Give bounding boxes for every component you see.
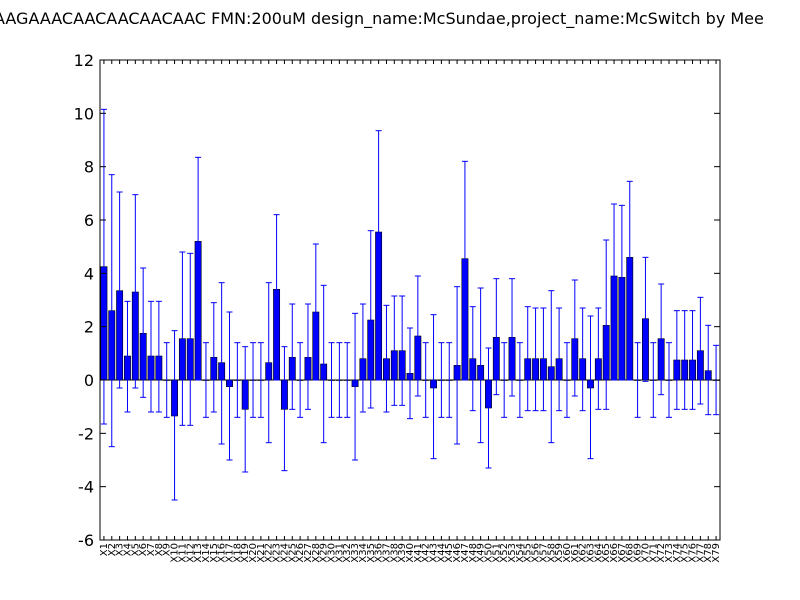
y-tick-label: 6 xyxy=(84,211,94,230)
x-tick-label: X51 xyxy=(491,543,502,563)
x-tick-label: X34 xyxy=(358,543,369,563)
x-tick-label: X33 xyxy=(350,543,361,563)
x-tick-label: X2 xyxy=(107,543,118,556)
x-tick-label: X22 xyxy=(264,543,275,563)
y-tick-label: 8 xyxy=(84,158,94,177)
x-tick-label: X8 xyxy=(154,543,165,556)
x-tick-label: X44 xyxy=(436,543,447,563)
x-tick-label: X67 xyxy=(617,543,628,563)
x-tick-label: X55 xyxy=(523,543,534,563)
y-axis: -6 -4 -2 0 2 4 6 8 10 12 xyxy=(74,51,720,550)
x-axis: X1X2X3X4X5X6X7X8X9X10X11X12X13X14X15X16X… xyxy=(99,60,722,563)
x-tick-label: X52 xyxy=(499,543,510,563)
x-tick-label: X73 xyxy=(664,543,675,563)
x-tick-label: X17 xyxy=(224,543,235,563)
x-tick-label: X31 xyxy=(334,543,345,563)
x-tick-label: X16 xyxy=(217,543,228,563)
x-tick-label: X5 xyxy=(130,543,141,556)
x-tick-label: X56 xyxy=(531,543,542,563)
y-tick-label: 10 xyxy=(74,104,94,123)
x-tick-label: X78 xyxy=(703,543,714,563)
x-tick-label: X29 xyxy=(319,543,330,563)
x-tick-label: X57 xyxy=(538,543,549,563)
x-tick-label: X39 xyxy=(397,543,408,563)
x-tick-label: X7 xyxy=(146,543,157,556)
y-tick-label: 0 xyxy=(84,371,94,390)
x-tick-label: X38 xyxy=(389,543,400,563)
x-tick-label: X32 xyxy=(342,543,353,563)
x-tick-label: X65 xyxy=(601,543,612,563)
x-tick-label: X40 xyxy=(405,543,416,563)
x-tick-label: X45 xyxy=(444,543,455,563)
x-tick-label: X27 xyxy=(303,543,314,563)
x-tick-label: X77 xyxy=(695,543,706,563)
y-tick-label: 2 xyxy=(84,318,94,337)
x-tick-label: X42 xyxy=(421,543,432,563)
x-tick-label: X41 xyxy=(413,543,424,563)
x-tick-label: X47 xyxy=(460,543,471,563)
x-tick-label: X43 xyxy=(429,543,440,563)
x-tick-label: X66 xyxy=(609,543,620,563)
y-tick-label: -6 xyxy=(78,531,94,550)
x-tick-label: X25 xyxy=(287,543,298,563)
x-tick-label: X46 xyxy=(452,543,463,563)
chart-title: AAGAAACAACAACAACAAC FMN:200uM design_nam… xyxy=(0,9,764,29)
x-tick-label: X28 xyxy=(311,543,322,563)
x-tick-label: X69 xyxy=(633,543,644,563)
x-tick-label: X21 xyxy=(256,543,267,563)
x-tick-label: X49 xyxy=(476,543,487,563)
x-tick-label: X60 xyxy=(562,543,573,563)
x-tick-label: X50 xyxy=(483,543,494,563)
x-tick-label: X3 xyxy=(115,543,126,556)
x-tick-label: X37 xyxy=(381,543,392,563)
x-tick-label: X6 xyxy=(138,543,149,556)
x-tick-label: X20 xyxy=(248,543,259,563)
x-tick-label: X62 xyxy=(578,543,589,563)
x-tick-label: X59 xyxy=(554,543,565,563)
x-tick-label: X1 xyxy=(99,543,110,556)
x-tick-label: X64 xyxy=(593,543,604,563)
x-tick-label: X75 xyxy=(680,543,691,563)
y-tick-label: -4 xyxy=(78,478,94,497)
x-tick-label: X23 xyxy=(272,543,283,563)
x-tick-label: X11 xyxy=(177,543,188,563)
x-tick-label: X35 xyxy=(366,543,377,563)
x-tick-label: X58 xyxy=(546,543,557,563)
x-tick-label: X9 xyxy=(162,543,173,556)
x-tick-label: X63 xyxy=(586,543,597,563)
x-tick-label: X72 xyxy=(656,543,667,563)
x-tick-label: X15 xyxy=(209,543,220,563)
x-tick-label: X76 xyxy=(688,543,699,563)
plot-area xyxy=(100,108,720,501)
x-tick-label: X70 xyxy=(640,543,651,563)
x-tick-label: X74 xyxy=(672,543,683,563)
x-tick-label: X26 xyxy=(295,543,306,563)
x-tick-label: X14 xyxy=(201,543,212,563)
x-tick-label: X10 xyxy=(170,543,181,563)
x-tick-label: X61 xyxy=(570,543,581,563)
x-tick-label: X36 xyxy=(374,543,385,563)
x-tick-label: X48 xyxy=(468,543,479,563)
x-tick-label: X53 xyxy=(507,543,518,563)
x-tick-label: X19 xyxy=(240,543,251,563)
x-tick-label: X13 xyxy=(193,543,204,563)
x-tick-label: X54 xyxy=(515,543,526,563)
y-tick-label: -2 xyxy=(78,424,94,443)
y-tick-label: 4 xyxy=(84,264,94,283)
x-tick-label: X30 xyxy=(327,543,338,563)
x-tick-label: X79 xyxy=(711,543,722,563)
x-tick-label: X71 xyxy=(648,543,659,563)
x-tick-label: X24 xyxy=(279,543,290,563)
x-tick-label: X18 xyxy=(232,543,243,563)
x-tick-label: X4 xyxy=(122,543,133,556)
x-tick-label: X68 xyxy=(625,543,636,563)
y-tick-label: 12 xyxy=(74,51,94,70)
x-tick-label: X12 xyxy=(185,543,196,563)
